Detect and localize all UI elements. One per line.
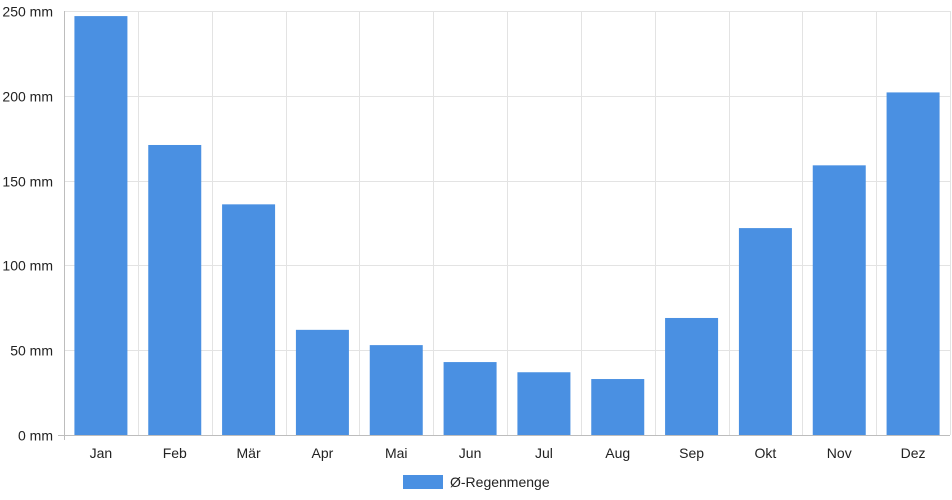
bar[interactable] [369,345,423,435]
x-tick-label: Nov [827,445,852,461]
bar[interactable] [665,317,719,435]
bar[interactable] [517,372,571,435]
y-tick-label: 100 mm [2,258,53,274]
chart-grid [64,11,951,435]
chart-axes [58,11,950,440]
x-tick-label: Aug [605,445,630,461]
y-tick-label: 0 mm [18,428,53,444]
y-tick-label: 200 mm [2,89,53,105]
x-tick-label: Mär [237,445,261,461]
x-tick-label: Sep [679,445,704,461]
x-tick-label: Apr [312,445,334,461]
chart-bars [74,16,940,436]
x-tick-label: Jul [535,445,553,461]
bar[interactable] [886,92,940,436]
legend-label: Ø-Regenmenge [450,474,550,490]
chart-legend[interactable]: Ø-Regenmenge [403,472,550,492]
y-axis-labels: 0 mm 50 mm 100 mm 150 mm 200 mm 250 mm [2,4,53,444]
legend-swatch [403,475,443,489]
bar[interactable] [222,204,276,435]
y-tick-label: 50 mm [10,343,53,359]
bar[interactable] [74,16,128,435]
bar[interactable] [738,228,792,435]
y-tick-label: 150 mm [2,174,53,190]
bar[interactable] [591,379,645,435]
y-tick-label: 250 mm [2,4,53,20]
bar[interactable] [812,165,866,435]
bar[interactable] [148,144,202,435]
bar[interactable] [443,362,497,435]
x-tick-label: Mai [385,445,408,461]
x-axis-labels: Jan Feb Mär Apr Mai Jun Jul Aug Sep Okt Nov Dez [90,445,926,461]
x-tick-label: Feb [163,445,187,461]
x-tick-label: Jan [90,445,113,461]
x-tick-label: Okt [755,445,777,461]
x-tick-label: Jun [459,445,482,461]
x-tick-label: Dez [901,445,926,461]
bar[interactable] [295,329,349,435]
